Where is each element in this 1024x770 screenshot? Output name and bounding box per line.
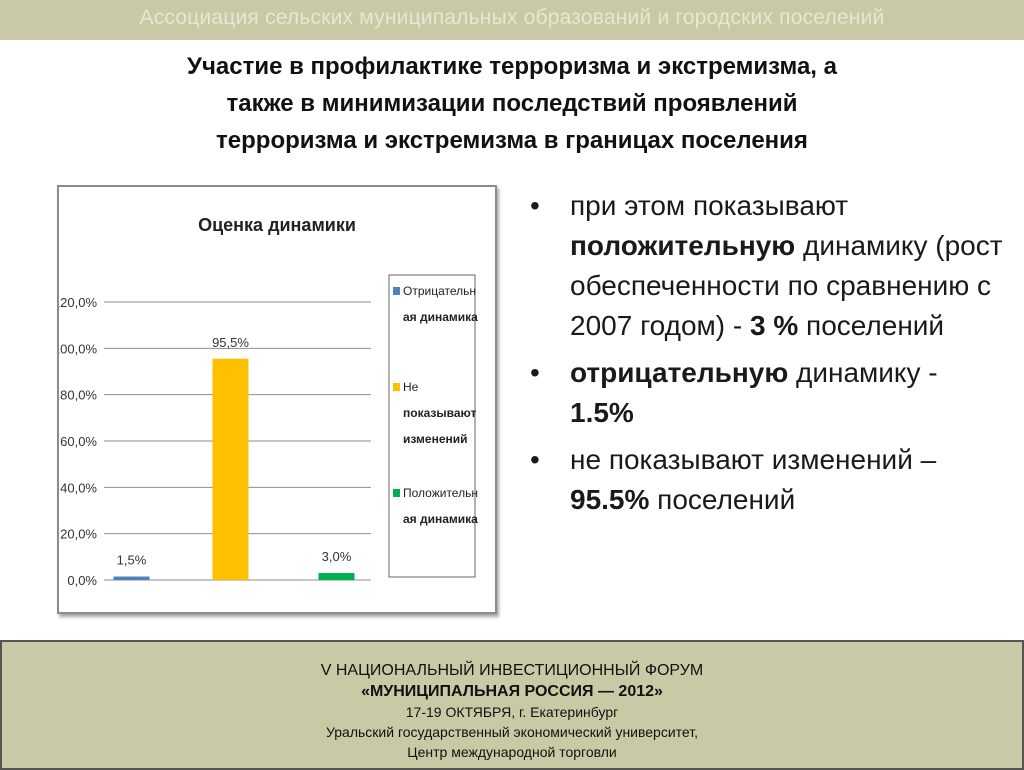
- bullet-item-positive: • при этом показывают положительную дина…: [525, 186, 1005, 346]
- y-tick-label: 80,0%: [60, 388, 97, 403]
- title-line-1: Участие в профилактике терроризма и экст…: [187, 53, 837, 80]
- footer-dates: 17-19 ОКТЯБРЯ, г. Екатеринбург: [405, 704, 619, 720]
- y-tick-label: 0,0%: [67, 573, 97, 588]
- bullet-bold-value: 1.5%: [570, 397, 634, 428]
- bullet-bold-value: 95.5%: [570, 484, 650, 515]
- y-tick-label: 120,0%: [59, 295, 97, 310]
- bullet-text: динамику (рост обеспеченности по сравнен…: [570, 230, 1003, 341]
- legend-marker: [393, 489, 400, 497]
- y-tick-label: 40,0%: [60, 480, 97, 495]
- bullet-bold: отрицательную: [570, 357, 789, 388]
- legend-label: Отрицательн: [403, 284, 476, 298]
- bullet-marker: •: [530, 357, 540, 388]
- bullet-bold: положительную: [570, 230, 796, 261]
- bullet-marker: •: [530, 444, 540, 475]
- y-tick-label: 60,0%: [60, 434, 97, 449]
- header-bar: Ассоциация сельских муниципальных образо…: [0, 0, 1024, 40]
- bullet-bold-value: 3 %: [750, 310, 799, 341]
- data-label: 1,5%: [117, 553, 147, 568]
- chart-title: Оценка динамики: [198, 215, 356, 235]
- dynamics-chart: Оценка динамики 0,0% 20,0% 40,0% 60,0% 80,0% 1…: [57, 185, 497, 614]
- legend-label: ая динамика: [403, 310, 478, 324]
- slide-title: Участие в профилактике терроризма и экст…: [40, 48, 984, 159]
- legend-label: Положительн: [403, 486, 478, 500]
- legend-label: Не: [403, 380, 419, 394]
- legend-label: показывают: [403, 406, 476, 420]
- title-line-3: терроризма и экстремизма в границах посе…: [216, 127, 808, 154]
- legend-marker: [393, 383, 400, 391]
- data-label: 3,0%: [322, 549, 352, 564]
- footer-center: Центр международной торговли: [407, 744, 617, 760]
- bar-2: [212, 358, 249, 580]
- bar-1: [113, 576, 150, 580]
- legend-box: [388, 274, 476, 578]
- legend-label: ая динамика: [403, 512, 478, 526]
- bullet-list: • при этом показывают положительную дина…: [525, 186, 1005, 527]
- y-tick-label: 100,0%: [59, 341, 97, 356]
- header-text: Ассоциация сельских муниципальных образо…: [139, 6, 885, 29]
- footer-university: Уральский государственный экономический …: [326, 724, 698, 740]
- bullet-text: динамику -: [788, 357, 938, 388]
- y-tick-label: 20,0%: [60, 527, 97, 542]
- bullet-item-no-change: • не показывают изменений – 95.5% поселе…: [525, 440, 1005, 520]
- footer-forum-name: «МУНИЦИПАЛЬНАЯ РОССИЯ — 2012»: [361, 683, 663, 700]
- bullet-text: поселений: [649, 484, 796, 515]
- data-label: 95,5%: [212, 335, 249, 350]
- bullet-text: поселений: [798, 310, 945, 341]
- chart-svg: Оценка динамики 0,0% 20,0% 40,0% 60,0% 80,0% 1…: [59, 215, 478, 588]
- bullet-marker: •: [530, 190, 540, 221]
- footer: V НАЦИОНАЛЬНЫЙ ИНВЕСТИЦИОННЫЙ ФОРУМ «МУН…: [0, 640, 1024, 770]
- legend-label: изменений: [403, 432, 468, 446]
- title-line-2: также в минимизации последствий проявлен…: [226, 90, 798, 117]
- bullet-text: не показывают изменений –: [570, 444, 937, 475]
- bar-3: [318, 573, 355, 580]
- legend-marker: [393, 287, 400, 295]
- footer-forum: V НАЦИОНАЛЬНЫЙ ИНВЕСТИЦИОННЫЙ ФОРУМ: [320, 662, 704, 679]
- bullet-text: при этом показывают: [570, 190, 849, 221]
- bullet-item-negative: • отрицательную динамику - 1.5%: [525, 353, 1005, 433]
